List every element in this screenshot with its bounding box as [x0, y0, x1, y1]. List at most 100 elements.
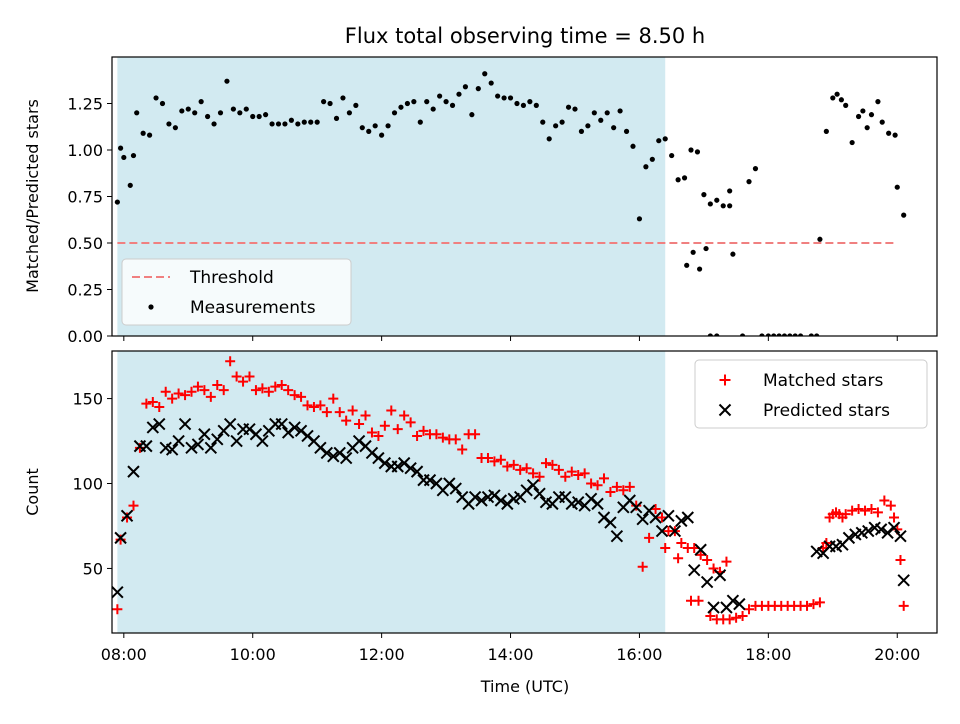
matched-star-point	[860, 505, 871, 516]
measurement-point	[224, 78, 230, 84]
matched-star-point	[296, 391, 307, 402]
measurement-point	[565, 104, 572, 110]
matched-star-point	[853, 503, 864, 514]
matched-star-point	[173, 388, 184, 399]
measurement-point	[308, 119, 314, 125]
predicted-star-point	[410, 465, 424, 478]
measurement-point	[875, 99, 881, 105]
measurement-point	[572, 106, 578, 112]
matched-star-point	[705, 611, 716, 622]
measurement-point	[649, 156, 655, 162]
measurement-point	[462, 84, 469, 90]
predicted-star-point	[404, 462, 417, 475]
measurement-point	[243, 106, 249, 112]
matched-star-point	[205, 391, 216, 402]
measurement-point	[703, 245, 709, 252]
measurement-point	[843, 102, 849, 108]
measurement-point	[814, 333, 820, 336]
matched-star-point	[457, 444, 468, 455]
predicted-star-point	[449, 482, 462, 495]
matched-star-point	[244, 371, 255, 382]
matched-star-point	[560, 471, 571, 482]
measurement-point	[230, 106, 236, 112]
matched-star-point	[540, 458, 551, 469]
measurement-point	[217, 110, 224, 116]
matched-star-point	[618, 485, 629, 496]
matched-star-point	[147, 396, 158, 407]
predicted-star-point	[726, 594, 740, 607]
x-tick-label: 20:00	[874, 645, 920, 664]
measurement-point	[495, 93, 501, 99]
matched-star-point	[895, 554, 906, 565]
matched-star-point	[573, 470, 584, 481]
measurement-point	[662, 136, 668, 142]
matched-star-point	[708, 563, 719, 574]
measurement-point	[166, 121, 172, 127]
predicted-star-point	[694, 543, 707, 556]
matched-star-point	[885, 500, 896, 511]
matched-star-point	[257, 383, 268, 394]
series-measurements	[114, 71, 907, 336]
measurement-point	[456, 91, 462, 97]
matched-star-point	[660, 543, 671, 554]
measurement-point	[359, 125, 365, 131]
measurement-point	[727, 203, 733, 209]
measurement-point	[675, 177, 681, 183]
measurement-point	[578, 128, 585, 134]
predicted-star-point	[165, 443, 179, 456]
measurement-point	[585, 123, 591, 129]
matched-star-point	[605, 487, 616, 497]
predicted-star-point	[288, 421, 301, 434]
measurement-point	[623, 128, 630, 134]
measurement-point	[269, 121, 275, 127]
predicted-star-point	[610, 529, 624, 543]
predicted-star-point	[700, 575, 714, 589]
measurement-point	[714, 197, 720, 203]
measurement-point	[707, 201, 713, 207]
matched-star-point	[225, 356, 236, 367]
measurement-point	[739, 333, 746, 336]
y-tick-label: 100	[72, 475, 103, 494]
predicted-star-point	[146, 421, 160, 434]
measurement-point	[134, 110, 140, 116]
predicted-star-point	[256, 434, 269, 448]
predicted-star-point	[636, 512, 649, 526]
legend-matched-swatch	[719, 374, 731, 386]
matched-star-point	[270, 381, 281, 392]
predicted-star-point	[707, 601, 720, 614]
predicted-star-point	[114, 531, 127, 545]
predicted-star-point	[327, 450, 340, 463]
predicted-star-point	[423, 473, 437, 487]
measurement-point	[611, 125, 617, 131]
matched-star-point	[598, 473, 609, 484]
measurement-point	[684, 262, 690, 268]
matched-star-point	[586, 478, 597, 489]
measurement-point	[475, 86, 481, 92]
predicted-star-point	[572, 495, 585, 509]
matched-star-point	[737, 611, 748, 622]
x-tick-label: 14:00	[487, 645, 533, 664]
matched-star-point	[898, 600, 909, 611]
matched-star-point	[508, 459, 519, 470]
matched-star-point	[212, 379, 223, 390]
x-tick-label: 12:00	[359, 645, 405, 664]
matched-star-point	[302, 400, 313, 411]
y-tick-label: 0.00	[67, 327, 103, 346]
measurement-point	[263, 112, 269, 118]
matched-star-point	[379, 420, 390, 431]
matched-star-point	[308, 402, 319, 413]
matched-star-point	[399, 410, 410, 421]
matched-star-point	[112, 604, 123, 615]
series-predicted-stars	[112, 417, 910, 614]
predicted-star-point	[649, 511, 662, 524]
predicted-star-point	[204, 441, 218, 455]
measurement-point	[720, 203, 726, 209]
measurement-point	[449, 102, 456, 108]
measurement-point	[146, 132, 153, 138]
measurement-point	[838, 97, 844, 103]
predicted-star-point	[391, 460, 404, 473]
predicted-star-point	[339, 451, 353, 465]
measurement-point	[250, 113, 256, 120]
x-tick-label: 08:00	[101, 645, 147, 664]
measurement-point	[559, 119, 565, 125]
